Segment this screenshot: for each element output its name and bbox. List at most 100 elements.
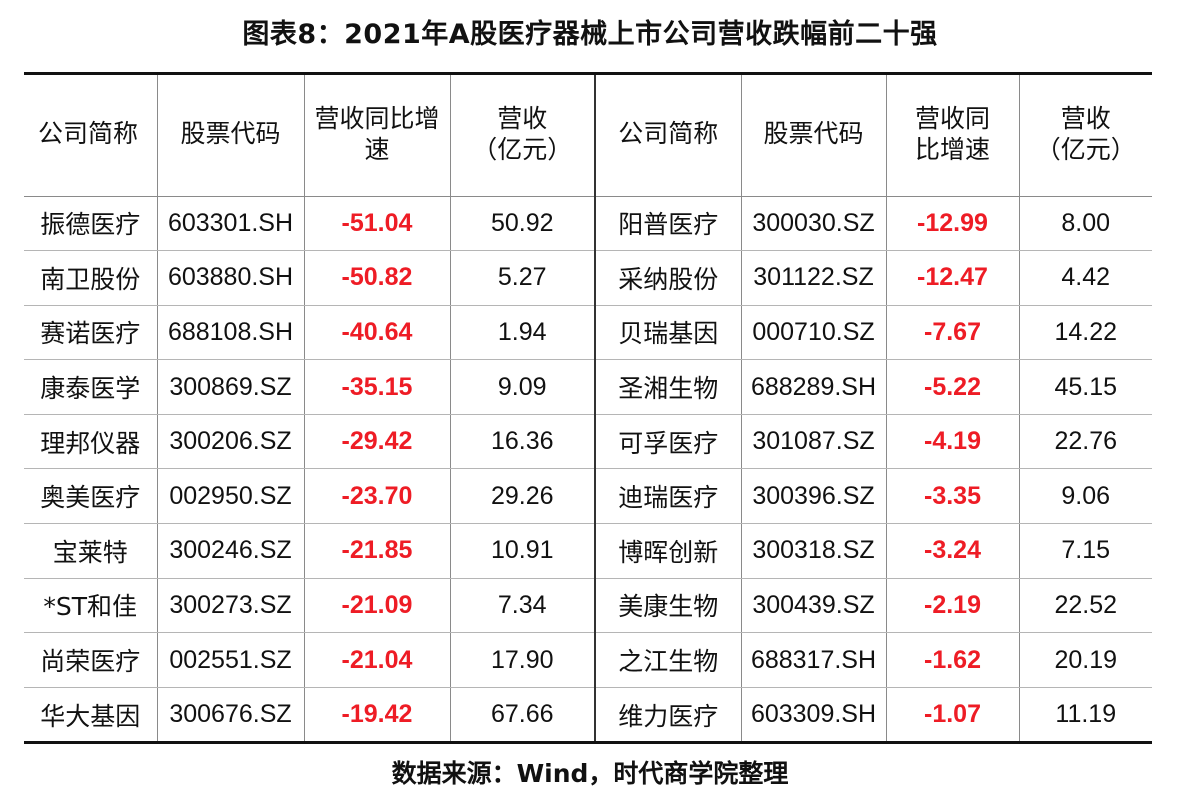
right-revenue-cell: 14.22 [1018,305,1152,361]
left-stock-code-cell: 002950.SZ [156,468,304,525]
table-row: 奥美医疗 002950.SZ -23.70 29.26 迪瑞医疗 300396.SZ -3.… [24,468,1152,525]
table-row: 理邦仪器 300206.SZ -29.42 16.36 可孚医疗 301087.SZ -4.… [24,414,1152,470]
left-company-name-cell: 南卫股份 [24,250,157,306]
source-note: 数据来源：Wind，时代商学院整理 [391,759,789,788]
right-revenue-cell: 4.42 [1018,250,1152,306]
left-revenue-growth-cell: -40.64 [303,305,450,361]
left-revenue-cell: 67.66 [449,687,595,742]
right-company-name-cell: 博晖创新 [594,523,741,579]
right-stock-code-cell: 300439.SZ [740,578,886,634]
right-company-name-cell: 可孚医疗 [594,414,741,470]
left-revenue-cell: 5.27 [449,250,595,306]
right-revenue-growth-cell: -12.99 [885,196,1019,252]
table-row: 宝莱特 300246.SZ -21.85 10.91 博晖创新 300318.SZ -3.2… [24,523,1152,579]
left-company-name-cell: 华大基因 [40,701,141,731]
right-stock-code-cell: 300318.SZ [740,523,886,579]
left-revenue-cell: 7.34 [449,578,595,634]
right-revenue-cell: 20.19 [1018,632,1152,688]
right-company-name-cell: 贝瑞基因 [594,305,741,361]
right-company-name-cell: 美康生物 [594,578,741,634]
left-company-name-cell: 理邦仪器 [24,414,157,470]
header-growth-left: 营收同比增速 [303,72,450,197]
right-stock-code-cell: 300396.SZ [740,468,886,525]
revenue-decline-table-container: 公司简称 股票代码 营收同比增速 营收 （亿元） 公司简称 股票代码 营收同比增… [24,72,1152,742]
table-row: 尚荣医疗 002551.SZ -21.04 17.90 之江生物 688317.SH -1.… [24,632,1152,688]
header-stock-code-right: 股票代码 [740,72,886,197]
right-company-name-cell: 圣湘生物 [594,359,741,415]
left-revenue-growth-cell: -29.42 [303,414,450,470]
left-revenue-growth-cell: -23.70 [303,468,450,525]
left-company-name-cell: 振德医疗 [24,196,157,252]
right-revenue-growth-cell: -1.62 [885,632,1019,688]
header-company-name-right: 公司简称 [594,72,741,197]
right-revenue-growth-cell: -7.67 [885,305,1019,361]
header-row: 公司简称 股票代码 营收同比增速 营收 （亿元） 公司简称 股票代码 营收同比增… [24,72,1152,197]
left-company-name-cell: *ST和佳 [24,578,157,634]
right-revenue-cell: 11.19 [1018,687,1152,742]
right-company-name-cell: 阳普医疗 [594,196,741,252]
left-stock-code-cell: 300676.SZ [156,687,304,742]
left-revenue-cell: 29.26 [449,468,595,525]
left-company-name-cell: 赛诺医疗 [24,305,157,361]
right-revenue-growth-cell: -5.22 [885,359,1019,415]
table-title: 图表8：2021年A股医疗器械上市公司营收跌幅前二十强 [242,19,938,50]
left-stock-code-cell: 688108.SH [156,305,304,361]
left-stock-code-cell: 300869.SZ [156,359,304,415]
header-revenue-right-line2: （亿元） [1035,134,1136,164]
left-revenue-growth-cell: -51.04 [303,196,450,252]
left-stock-code-cell: 603301.SH [156,196,304,252]
right-revenue-growth-cell: -1.07 [885,687,1019,742]
left-revenue-cell: 9.09 [449,359,595,415]
right-revenue-growth-cell: -12.47 [885,250,1019,306]
right-stock-code-cell: 000710.SZ [740,305,886,361]
left-company-name-cell: 尚荣医疗 [24,632,157,688]
table-row: 振德医疗 603301.SH -51.04 50.92 阳普医疗 300030.SZ -12… [24,196,1152,252]
right-stock-code-cell: 688317.SH [740,632,886,688]
left-revenue-cell: 50.92 [449,196,595,252]
left-stock-code-cell: 300246.SZ [156,523,304,579]
right-revenue-cell: 22.52 [1018,578,1152,634]
right-revenue-cell: 22.76 [1018,414,1152,470]
right-revenue-growth-cell: -3.35 [885,468,1019,525]
table-row: *ST和佳 300273.SZ -21.09 7.34 美康生物 300439.SZ -2.… [24,578,1152,634]
header-company-name-left: 公司简称 [24,72,157,197]
header-revenue-right-line1: 营收 [1060,103,1111,133]
table-row: 南卫股份 603880.SH -50.82 5.27 采纳股份 301122.SZ -12.… [24,250,1152,306]
table-body: 振德医疗 603301.SH -51.04 50.92 阳普医疗 300030.SZ -12… [24,196,1152,742]
table-row: 华大基因 300676.SZ -19.42 67.66 维力医疗 603309.SH -1.… [24,687,1152,742]
header-revenue-left-line1: 营收 [497,103,548,133]
right-revenue-growth-cell: -4.19 [885,414,1019,470]
table-row: 赛诺医疗 688108.SH -40.64 1.94 贝瑞基因 000710.SZ -7.6… [24,305,1152,361]
right-revenue-cell: 7.15 [1018,523,1152,579]
left-revenue-growth-cell: -21.85 [303,523,450,579]
left-revenue-cell: 17.90 [449,632,595,688]
right-stock-code-cell: 603309.SH [740,687,886,742]
left-revenue-growth-cell: -50.82 [303,250,450,306]
left-revenue-cell: 1.94 [449,305,595,361]
top-rule [24,72,1152,75]
right-stock-code-cell: 688289.SH [740,359,886,415]
left-stock-code-cell: 300206.SZ [156,414,304,470]
left-stock-code-cell: 002551.SZ [156,632,304,688]
header-revenue-left: 营收 （亿元） [449,72,595,197]
header-stock-code-left: 股票代码 [156,72,304,197]
left-revenue-growth-cell: -35.15 [303,359,450,415]
left-stock-code-cell: 300273.SZ [156,578,304,634]
bottom-rule [24,741,1152,744]
left-company-name-cell: 宝莱特 [24,523,157,579]
right-revenue-cell: 9.06 [1018,468,1152,525]
left-revenue-growth-cell: -21.09 [303,578,450,634]
left-company-name-cell: 奥美医疗 [24,468,157,525]
right-stock-code-cell: 300030.SZ [740,196,886,252]
header-growth-right: 营收同比增速 [885,72,1019,197]
right-revenue-cell: 8.00 [1018,196,1152,252]
left-revenue-growth-cell: -21.04 [303,632,450,688]
right-revenue-growth-cell: -2.19 [885,578,1019,634]
revenue-decline-table: 公司简称 股票代码 营收同比增速 营收 （亿元） 公司简称 股票代码 营收同比增… [24,72,1152,742]
left-revenue-cell: 10.91 [449,523,595,579]
table-row: 康泰医学 300869.SZ -35.15 9.09 圣湘生物 688289.SH -5.2… [24,359,1152,415]
right-revenue-cell: 45.15 [1018,359,1152,415]
left-company-name-cell: 康泰医学 [24,359,157,415]
right-company-name-cell: 维力医疗 [594,687,741,742]
left-stock-code-cell: 603880.SH [156,250,304,306]
